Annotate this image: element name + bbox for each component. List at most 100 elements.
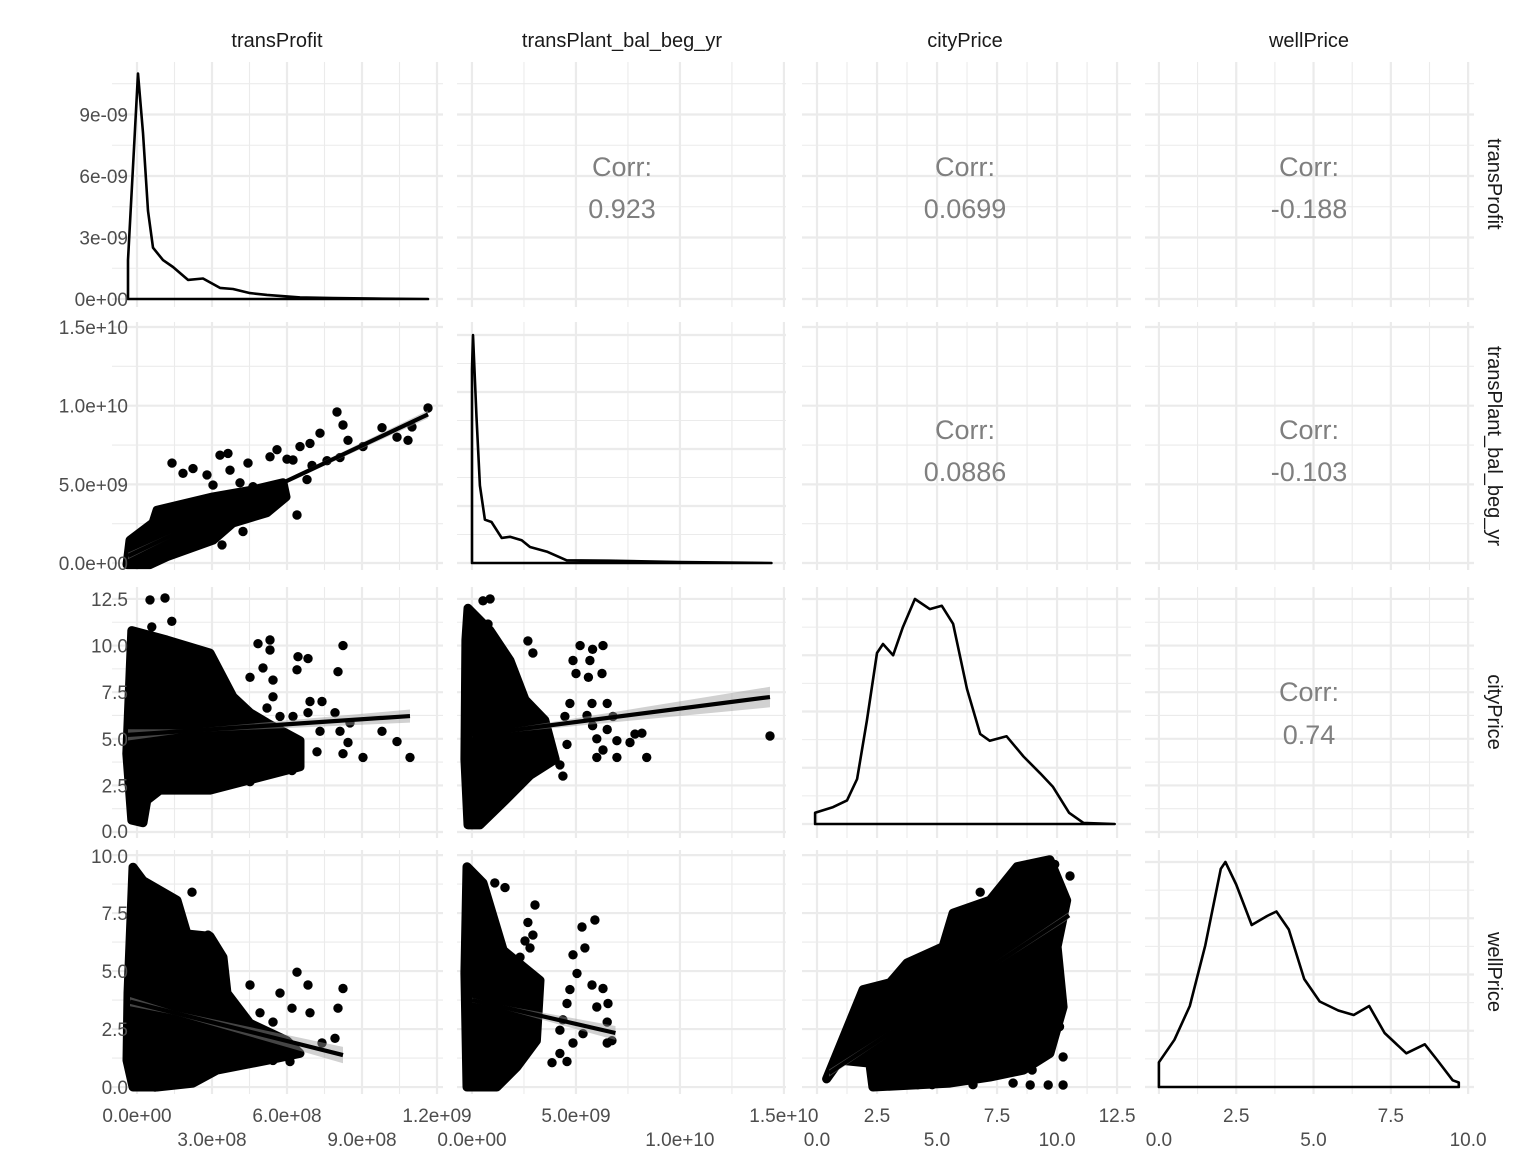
data-point <box>243 458 253 468</box>
y-tick-label: 7.5 <box>102 904 128 925</box>
data-point <box>602 1038 612 1048</box>
data-point <box>587 698 597 709</box>
data-point <box>285 1056 295 1067</box>
data-point <box>178 468 188 478</box>
x-tick-label: 1.2e+09 <box>402 1106 471 1127</box>
data-point <box>377 726 387 736</box>
data-point <box>560 711 570 722</box>
data-point <box>483 619 493 629</box>
axis-labels: 0.0e+00 3.0e+08 6.0e+08 9.0e+08 1.2e+09 0.0e+… <box>59 106 1487 1152</box>
y-tick-label: 0.0 <box>102 1078 128 1099</box>
data-point <box>528 648 538 658</box>
data-point <box>637 728 647 738</box>
corr-value-transProfit-wellPrice: -0.188 <box>1271 194 1348 224</box>
data-point <box>975 887 985 897</box>
y-tick-label: 2.5 <box>102 1020 128 1041</box>
data-point <box>587 644 598 654</box>
data-point <box>602 1017 612 1027</box>
y-tick-label: 0e+00 <box>75 290 128 311</box>
data-point <box>187 887 197 897</box>
x-tick-label: 6.0e+08 <box>252 1106 321 1127</box>
data-point <box>523 636 533 646</box>
data-point <box>338 640 348 651</box>
y-tick-label: 5.0 <box>102 730 128 751</box>
data-point <box>884 1081 894 1091</box>
data-point <box>287 765 297 776</box>
data-point <box>625 737 635 748</box>
data-point <box>592 734 602 744</box>
overplotted-points-cluster <box>460 862 545 1092</box>
corr-value-transProfit-transPlant: 0.923 <box>588 194 656 224</box>
data-point <box>303 708 313 718</box>
data-point <box>275 711 285 722</box>
data-point <box>268 768 278 778</box>
data-point <box>272 445 282 455</box>
data-point <box>262 757 272 767</box>
y-tick-label: 0.0e+00 <box>59 554 128 575</box>
data-point <box>245 672 255 682</box>
data-point <box>225 465 235 475</box>
data-point <box>523 917 533 928</box>
data-point <box>238 1055 248 1066</box>
data-point <box>528 930 538 940</box>
strip-right-transProfit: transProfit <box>1483 138 1505 230</box>
data-point <box>423 403 433 413</box>
data-point <box>587 980 597 990</box>
x-tick-label: 1.5e+10 <box>749 1106 818 1127</box>
data-point <box>235 478 245 488</box>
corr-label-transProfit-cityPrice: Corr: <box>935 152 995 182</box>
y-tick-label: 12.5 <box>91 590 128 611</box>
data-point <box>1025 1080 1035 1090</box>
data-point <box>1027 1065 1037 1075</box>
data-point <box>343 435 353 445</box>
data-point <box>392 736 402 747</box>
data-point <box>188 463 198 474</box>
data-point <box>268 675 278 685</box>
regression-line <box>127 713 411 737</box>
strip-right-transPlant: transPlant_bal_beg_yr <box>1483 346 1505 546</box>
data-point <box>338 420 348 430</box>
data-point <box>598 745 608 755</box>
x-tick-label: 12.5 <box>1099 1106 1136 1127</box>
data-point <box>568 655 578 666</box>
data-point <box>315 726 325 736</box>
corr-value-cityPrice-wellPrice: 0.74 <box>1283 720 1336 750</box>
data-point <box>255 1008 265 1018</box>
data-point <box>403 435 413 445</box>
data-point <box>1050 859 1060 870</box>
x-tick-label: 0.0e+00 <box>102 1106 171 1127</box>
data-point <box>515 952 525 962</box>
data-point <box>562 739 572 750</box>
x-tick-label: 1.0e+10 <box>645 1130 714 1151</box>
data-point <box>528 759 538 769</box>
data-point <box>580 943 590 953</box>
data-point <box>338 983 348 994</box>
corr-value-transPlant-cityPrice: 0.0886 <box>924 457 1007 487</box>
data-point <box>287 1003 297 1013</box>
data-point <box>167 616 177 626</box>
data-point <box>335 726 345 736</box>
x-tick-label: 3.0e+08 <box>177 1130 246 1151</box>
data-point <box>262 703 272 713</box>
strip-right-cityPrice: cityPrice <box>1483 674 1505 750</box>
data-point <box>592 1002 602 1012</box>
data-point <box>1065 871 1075 881</box>
data-point <box>208 480 218 490</box>
x-tick-label: 0.0e+00 <box>437 1130 506 1151</box>
data-point <box>562 1056 572 1067</box>
data-point <box>597 668 607 679</box>
data-point <box>630 729 640 739</box>
data-point <box>392 432 402 442</box>
corr-label-cityPrice-wellPrice: Corr: <box>1279 677 1339 707</box>
data-point <box>223 448 233 459</box>
data-point <box>590 915 600 925</box>
data-point <box>302 474 312 485</box>
y-tick-label: 7.5 <box>102 683 128 704</box>
overplotted-points-cluster <box>460 603 560 830</box>
data-point <box>332 407 342 417</box>
data-point <box>1058 1052 1068 1062</box>
data-point <box>602 698 612 709</box>
data-point <box>500 882 510 893</box>
data-point <box>265 635 275 645</box>
